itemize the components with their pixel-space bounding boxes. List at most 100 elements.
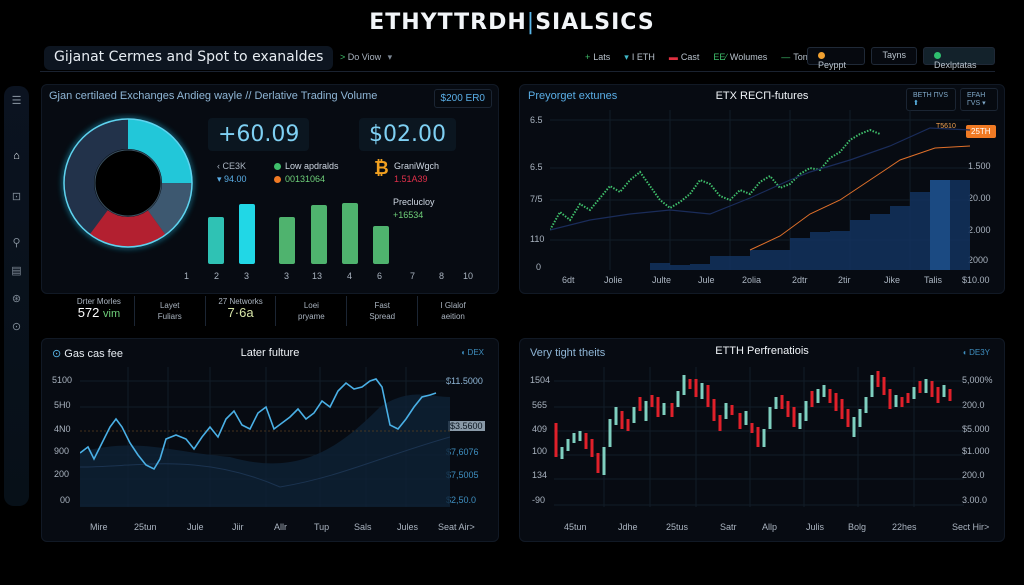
app-title: ETHYTTRDH|SIALSICS (0, 10, 1024, 35)
title-text: Gas cas fee (64, 348, 123, 360)
stat-sub: pryame (298, 312, 325, 321)
tick: Jolie (604, 275, 623, 285)
volume-chip[interactable]: $200 ER0 (433, 89, 492, 108)
badge-label: DE3Y (969, 348, 990, 357)
tick: 5,000% (962, 375, 993, 385)
tick: -90 (532, 495, 546, 505)
chevron-down-icon: ▾ (387, 52, 393, 62)
stat-unit: vim (103, 308, 121, 320)
view-dropdown[interactable]: > Do Viow ▾ (340, 52, 392, 63)
tick: 7/5 (530, 194, 543, 204)
performance-title: Very tight theits (530, 347, 606, 359)
tick: 1 (184, 271, 190, 281)
mini-stat-a: ‹ CE3K ▾ 94.00 (217, 160, 247, 186)
mini-value: 94.00 (224, 174, 247, 184)
stat-fast-spread: Fast Spread (347, 296, 419, 326)
tick: $10.00 (962, 275, 990, 285)
mini-label: CE3K (222, 161, 247, 171)
tick: $11.5000 (446, 376, 483, 386)
settings-icon[interactable]: ⊛ (11, 293, 22, 305)
marker-icon: ▾ (624, 52, 629, 62)
dey-badge[interactable]: ◖ DE3Y (962, 348, 990, 357)
mini-label: Low apdralds (285, 161, 339, 171)
view-dropdown-label: Do Viow (347, 52, 382, 62)
stat-sub: aeition (441, 312, 465, 321)
tick: Allr (274, 522, 287, 532)
wallet-icon[interactable]: ⊡ (11, 191, 22, 203)
stat-label: Drter Morles (76, 297, 121, 306)
bar[interactable] (373, 226, 389, 264)
tick: 3 (244, 271, 250, 281)
tab-tayns[interactable]: Tayns (871, 47, 917, 65)
tab-dexlptatas[interactable]: Dexlptatas (922, 47, 995, 70)
volume-icon: EE∕ (713, 52, 727, 62)
futures-panel: Preyorget extunes ETX RECП-futures BETH … (519, 84, 1005, 294)
tick: 2 (214, 271, 220, 281)
tick: Julis (806, 522, 825, 532)
stat-price: $02.00 (359, 118, 456, 151)
tick: $7,6076 (446, 447, 479, 457)
bar[interactable] (208, 217, 224, 264)
tick: Jdhe (618, 522, 638, 532)
stat-label: Fast (374, 301, 390, 310)
mini-stat-b: Low apdralds 00131064 (274, 160, 339, 186)
performance-candlestick-chart (554, 367, 964, 507)
bar[interactable] (279, 217, 295, 264)
profile-icon[interactable]: ⊙ (11, 321, 22, 333)
eth-filter-button[interactable]: BETH ПVS ⬆ (906, 88, 956, 111)
overview-title: Gjan certilaed Exchanges Andieg wayle //… (49, 90, 378, 102)
status-dot-icon (274, 176, 281, 183)
home-icon[interactable]: ⌂ (13, 150, 20, 162)
stat-label: I Glalof (440, 301, 466, 310)
gas-fee-title: ⊙ Gas cas fee (52, 347, 123, 360)
tick: 13 (312, 271, 323, 281)
stat-change: +60.09 (208, 118, 310, 151)
tick: Jike (884, 275, 901, 285)
bar[interactable] (311, 205, 327, 264)
stat-sub: Fuliars (157, 312, 182, 321)
futures-chart-title: ETX RECП-futures (715, 90, 809, 102)
lock-icon: ⬆ (913, 100, 919, 107)
tick: Allp (762, 522, 778, 532)
price-label: T5610 (936, 123, 956, 130)
stat-value: 572 (77, 305, 100, 320)
tick: $3.5600 (448, 421, 485, 431)
bar[interactable] (239, 204, 255, 264)
donut-chart (62, 117, 194, 249)
tick: Jule (698, 275, 715, 285)
tick: $7,5005 (446, 470, 479, 480)
tick: 2.000 (968, 225, 991, 235)
legend-item-lats[interactable]: + Lats (585, 52, 610, 63)
button-label: BETH ПVS (913, 92, 948, 99)
stats-row: Drter Morles 572 vim Layet Fuliars 27 Ne… (64, 296, 488, 326)
legend-item-tonel[interactable]: — Tonel (781, 52, 815, 63)
button-label: EFAH ГVS (967, 92, 986, 107)
bar[interactable] (342, 203, 358, 264)
arrow-icon: ‹ (217, 161, 223, 171)
stat-label: Loei (303, 301, 319, 310)
chevron-down-icon: ▾ (217, 174, 225, 184)
tab-peyppt[interactable]: Peyppt (807, 47, 866, 70)
menu-icon[interactable]: ☰ (11, 95, 22, 107)
page-heading: Gijanat Cermes and Spot to exanaldes (44, 46, 334, 70)
tick: 22hes (892, 522, 917, 532)
tick: Jule (187, 522, 204, 532)
legend-item-eth[interactable]: ▾ I ETH (624, 52, 655, 63)
top-bar: Gijanat Cermes and Spot to exanaldes > D… (40, 46, 995, 72)
eth-pair-dropdown[interactable]: EFAH ГVS ▾ (960, 88, 998, 111)
tick: 2000 (968, 255, 989, 265)
legend-label: Wolumes (729, 52, 768, 62)
portfolio-icon[interactable]: ▤ (11, 265, 22, 277)
tick: $1.000 (962, 446, 990, 456)
tick: Jules (397, 522, 419, 532)
search-icon[interactable]: ⚲ (12, 237, 21, 249)
title-left: ETHYTTRDH (369, 10, 527, 35)
legend-item-volumes[interactable]: EE∕ Wolumes (713, 52, 767, 63)
tick: Talis (924, 275, 943, 285)
dex-badge[interactable]: ◖ DEX (460, 348, 484, 357)
price-tag: 25TH (966, 125, 996, 138)
tick: 00 (60, 495, 71, 505)
tick: 10 (463, 271, 474, 281)
tick: 6.5 (530, 115, 543, 125)
legend-item-cast[interactable]: ▬ Cast (669, 52, 700, 63)
